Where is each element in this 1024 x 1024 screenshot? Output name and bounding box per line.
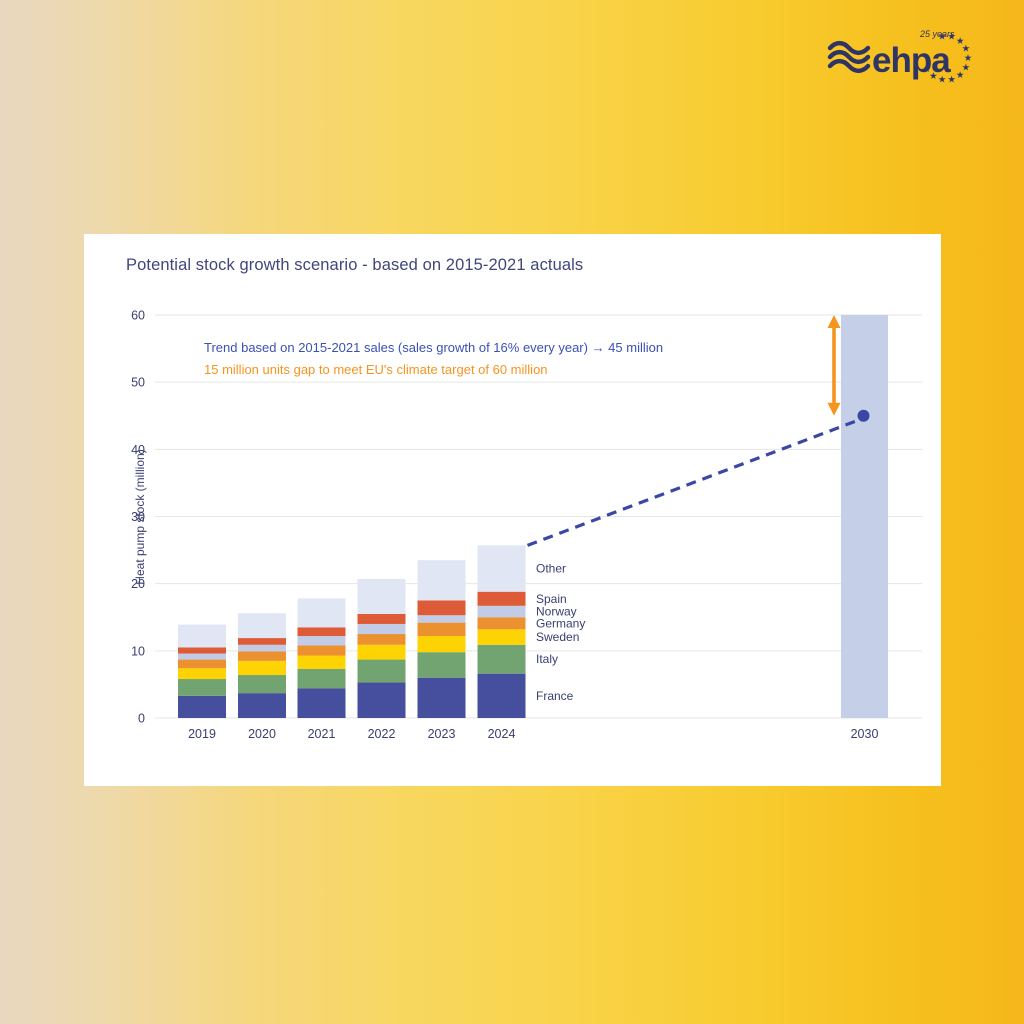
gap-arrow-head-down bbox=[827, 402, 841, 416]
eu-star-icon: ★ bbox=[938, 31, 947, 42]
bar-segment-2020-france bbox=[238, 693, 286, 718]
bar-segment-2019-italy bbox=[178, 679, 226, 696]
series-label-sweden: Sweden bbox=[536, 630, 579, 644]
bar-segment-2021-italy bbox=[297, 668, 346, 689]
series-label-france: France bbox=[536, 689, 574, 703]
gap-annotation: 15 million units gap to meet EU's climat… bbox=[204, 362, 548, 377]
bar-segment-2024-other bbox=[477, 545, 526, 592]
bar-segment-2021-spain bbox=[297, 627, 346, 637]
target-bar-2030 bbox=[841, 315, 888, 718]
bar-segment-2019-germany bbox=[178, 659, 226, 669]
bar-segment-2023-sweden bbox=[417, 636, 466, 653]
bar-segment-2022-italy bbox=[357, 659, 406, 683]
bar-segment-2024-italy bbox=[477, 644, 526, 674]
y-tick-label: 50 bbox=[131, 376, 145, 390]
x-tick-label: 2030 bbox=[851, 727, 879, 741]
bar-segment-2023-germany bbox=[417, 622, 466, 637]
eu-star-icon: ★ bbox=[956, 70, 965, 81]
bar-segment-2020-italy bbox=[238, 675, 286, 694]
bar-segment-2021-sweden bbox=[297, 655, 346, 669]
gap-arrow-head-up bbox=[827, 315, 841, 328]
x-tick-label: 2022 bbox=[368, 727, 396, 741]
bar-segment-2019-sweden bbox=[178, 668, 226, 680]
y-tick-label: 20 bbox=[131, 577, 145, 591]
series-label-italy: Italy bbox=[536, 652, 558, 666]
bar-segment-2022-spain bbox=[357, 613, 406, 624]
bar-segment-2019-spain bbox=[178, 647, 226, 654]
y-tick-label: 40 bbox=[131, 443, 145, 457]
bar-segment-2024-france bbox=[477, 673, 526, 718]
y-tick-label: 60 bbox=[131, 309, 145, 323]
bar-segment-2019-norway bbox=[178, 653, 226, 660]
trend-endpoint-dot bbox=[857, 409, 870, 422]
y-tick-label: 0 bbox=[138, 712, 145, 726]
eu-star-icon: ★ bbox=[962, 44, 971, 55]
bar-segment-2021-france bbox=[297, 688, 346, 718]
bar-segment-2021-other bbox=[297, 598, 346, 628]
bar-segment-2023-italy bbox=[417, 652, 466, 678]
bar-segment-2020-spain bbox=[238, 638, 286, 645]
chart-card: Potential stock growth scenario - based … bbox=[84, 234, 941, 786]
chart-title: Potential stock growth scenario - based … bbox=[126, 256, 584, 274]
x-tick-label: 2020 bbox=[248, 727, 276, 741]
x-tick-label: 2024 bbox=[488, 727, 516, 741]
series-label-other: Other bbox=[536, 562, 566, 576]
eu-star-icon: ★ bbox=[947, 32, 956, 43]
bar-segment-2022-germany bbox=[357, 634, 406, 645]
bar-segment-2022-france bbox=[357, 682, 406, 718]
bar-segment-2023-spain bbox=[417, 600, 466, 616]
bar-segment-2023-other bbox=[417, 560, 466, 601]
bar-segment-2021-germany bbox=[297, 645, 346, 656]
trend-dashed-line bbox=[526, 418, 861, 547]
bar-segment-2024-norway bbox=[477, 605, 526, 618]
ehpa-logo-graphic: ehpa 25 years ★ ★ ★★★★★★★★★ bbox=[827, 29, 973, 86]
bar-segment-2022-other bbox=[357, 578, 406, 614]
eu-stars-icon: ★ ★ ★★★★★★★★★ bbox=[923, 31, 973, 85]
logo-tagline: 25 years bbox=[919, 29, 955, 39]
bar-segment-2022-sweden bbox=[357, 644, 406, 660]
eu-star-icon: ★ bbox=[947, 74, 956, 85]
trend-annotation: Trend based on 2015-2021 sales (sales gr… bbox=[204, 340, 664, 355]
bar-segment-2024-sweden bbox=[477, 629, 526, 645]
series-label-norway: Norway bbox=[536, 605, 577, 619]
y-tick-label: 30 bbox=[131, 510, 145, 524]
wave-icon bbox=[827, 40, 871, 74]
bar-segment-2023-france bbox=[417, 677, 466, 718]
bar-segment-2024-germany bbox=[477, 617, 526, 630]
bar-segment-2019-other bbox=[178, 624, 226, 648]
x-tick-label: 2019 bbox=[188, 727, 216, 741]
ehpa-logo: ehpa 25 years ★ ★ ★ ★ ★ ★ ★ ★ ★ ★ ★ bbox=[826, 26, 982, 88]
bar-segment-2020-norway bbox=[238, 644, 286, 652]
eu-star-icon: ★ bbox=[929, 71, 938, 82]
bar-segment-2023-norway bbox=[417, 615, 466, 623]
eu-star-icon: ★ bbox=[923, 64, 932, 75]
eu-star-icon: ★ bbox=[938, 75, 947, 86]
x-tick-label: 2021 bbox=[308, 727, 336, 741]
bar-segment-2020-sweden bbox=[238, 660, 286, 676]
bar-segment-2020-germany bbox=[238, 651, 286, 661]
eu-star-icon: ★ bbox=[964, 53, 973, 64]
bar-segment-2020-other bbox=[238, 613, 286, 639]
bar-segment-2019-france bbox=[178, 695, 226, 718]
series-label-spain: Spain bbox=[536, 592, 567, 606]
eu-star-icon: ★ bbox=[962, 62, 971, 73]
eu-star-icon: ★ bbox=[956, 36, 965, 47]
bar-segment-2021-norway bbox=[297, 636, 346, 646]
bar-segment-2024-spain bbox=[477, 591, 526, 606]
y-tick-label: 10 bbox=[131, 644, 145, 658]
x-tick-label: 2023 bbox=[428, 727, 456, 741]
series-label-germany: Germany bbox=[536, 616, 585, 630]
annotation-block: Trend based on 2015-2021 sales (sales gr… bbox=[204, 337, 663, 381]
bar-segment-2022-norway bbox=[357, 623, 406, 635]
logo-brand-text: ehpa bbox=[872, 41, 951, 80]
